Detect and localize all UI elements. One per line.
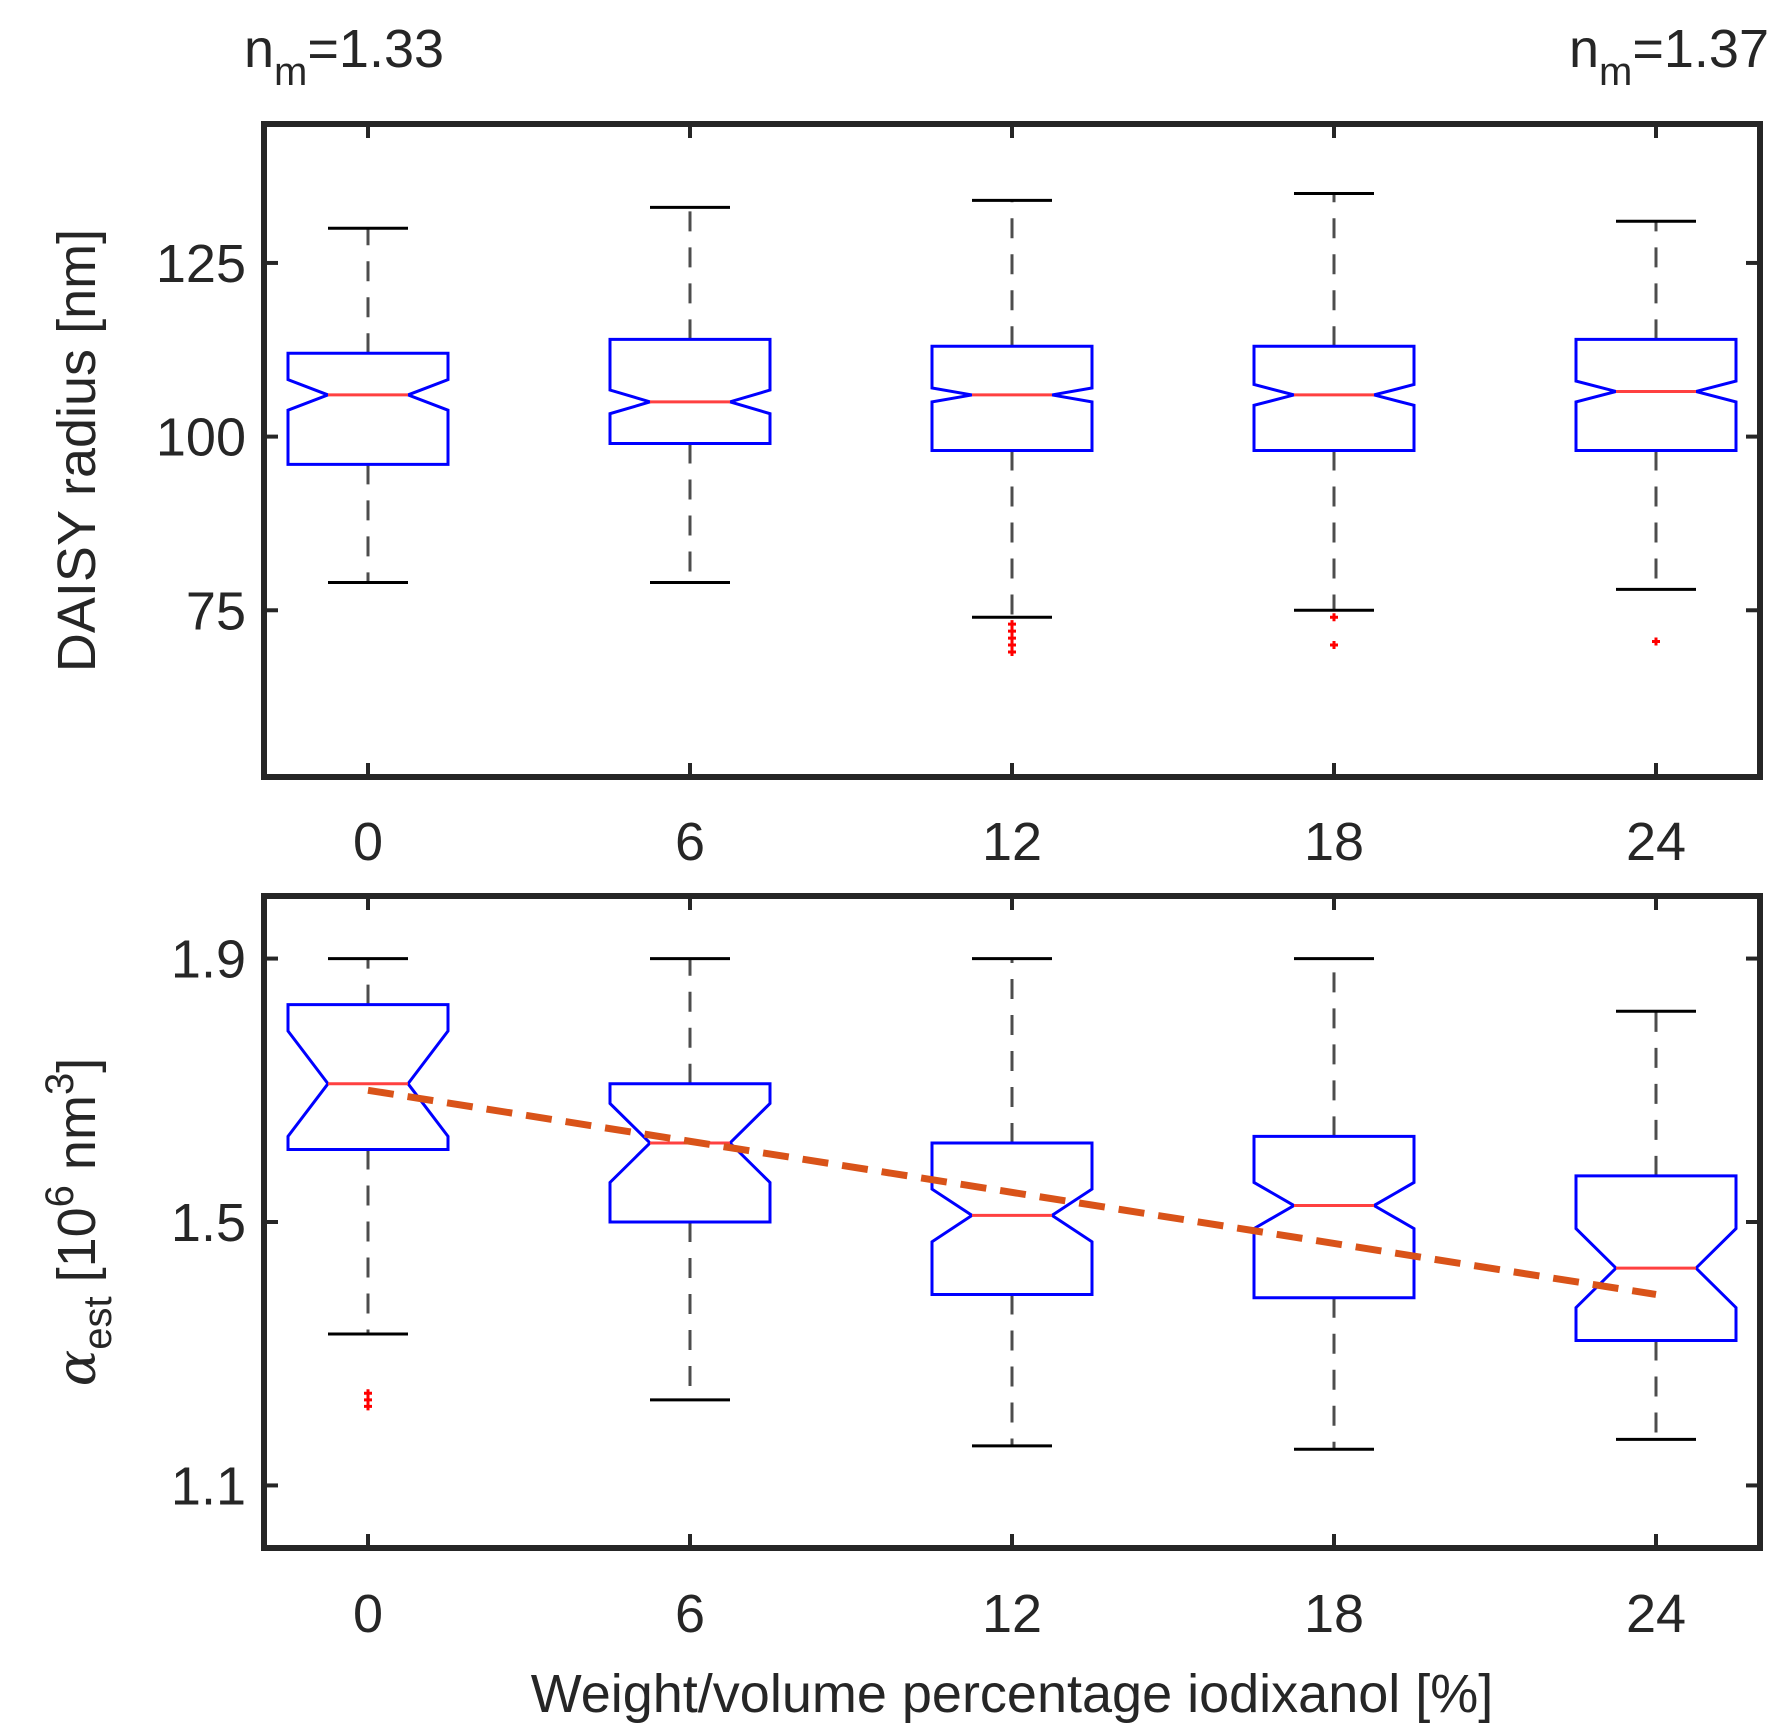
y-tick-label: 1.9 — [171, 930, 246, 990]
boxplot-6 — [608, 957, 772, 1402]
boxplot-18 — [1252, 957, 1416, 1451]
box — [930, 344, 1094, 452]
boxplot-0 — [286, 226, 450, 584]
x-tick-label: 0 — [353, 812, 383, 872]
radius-panel: 0 6 12 18 24 75 100 125 DAISY radius [nm] — [47, 121, 1763, 872]
outlier — [1008, 647, 1016, 656]
annotation-right-value: =1.37 — [1632, 19, 1769, 79]
annotation-left-base: n — [244, 19, 274, 79]
y-tick-label: 75 — [186, 581, 246, 641]
radius-boxplots — [286, 191, 1738, 656]
outlier — [364, 1402, 372, 1411]
box — [608, 337, 772, 446]
boxplot-24 — [1574, 1009, 1738, 1441]
outlier — [1008, 620, 1016, 629]
alpha-tick-labels: 0 6 12 18 24 1.1 1.5 1.9 — [171, 930, 1686, 1644]
box — [1574, 337, 1738, 452]
x-tick-label: 6 — [675, 1584, 705, 1644]
boxplot-12 — [930, 198, 1094, 656]
annotation-right-base: n — [1569, 19, 1599, 79]
x-tick-label: 12 — [982, 812, 1042, 872]
alpha-panel: 0 6 12 18 241.11.51.9 αest[106 nm3] Weight/v… — [38, 893, 1763, 1724]
boxplot-18 — [1252, 191, 1416, 650]
x-tick-label: 0 — [353, 1584, 383, 1644]
trend-line — [367, 1086, 1657, 1298]
boxplot-12 — [930, 957, 1094, 1448]
alpha-unit-pow1: 6 — [38, 1185, 82, 1207]
radius-y-axis-label: DAISY radius [nm] — [47, 229, 107, 672]
boxplot-0 — [286, 957, 450, 1411]
y-tick-label: 125 — [156, 234, 246, 294]
x-tick-label: 24 — [1626, 1584, 1686, 1644]
outlier — [1008, 641, 1016, 650]
x-tick-label: 18 — [1304, 1584, 1364, 1644]
x-tick-label: 18 — [1304, 812, 1364, 872]
box — [930, 1141, 1094, 1296]
outlier — [1652, 637, 1660, 646]
box — [286, 351, 450, 466]
alpha-unit-post: ] — [47, 1058, 107, 1073]
alpha-unit-pre: [10 — [47, 1207, 107, 1282]
box — [286, 1003, 450, 1152]
radius-plot-frame — [261, 121, 1763, 780]
radius-tick-labels: 0 6 12 18 24 75 100 125 — [156, 234, 1686, 872]
box — [1252, 344, 1416, 452]
alpha-plot-frame — [261, 893, 1763, 1551]
annotation-right-sub: m — [1599, 50, 1632, 94]
box — [1574, 1174, 1738, 1343]
x-tick-label: 24 — [1626, 812, 1686, 872]
annotation-left-value: =1.33 — [307, 19, 444, 79]
x-axis-label: Weight/volume percentage iodixanol [%] — [531, 1664, 1494, 1724]
boxplot-6 — [608, 205, 772, 584]
alpha-symbol-sub: est — [76, 1296, 120, 1349]
annotation-right: nm=1.37 — [1569, 19, 1769, 94]
alpha-boxplots — [286, 957, 1738, 1451]
x-tick-label: 6 — [675, 812, 705, 872]
alpha-y-axis-label: αest [106 nm3] — [38, 1058, 120, 1386]
y-tick-label: 100 — [156, 408, 246, 468]
box — [1252, 1134, 1416, 1300]
annotation-left: nm=1.33 — [244, 19, 444, 94]
outlier — [1330, 641, 1338, 650]
y-tick-label: 1.1 — [171, 1456, 246, 1516]
y-tick-label: 1.5 — [171, 1193, 246, 1253]
outlier — [1008, 634, 1016, 643]
alpha-unit-pow2: 3 — [38, 1073, 82, 1095]
alpha-symbol: α — [45, 1350, 108, 1386]
box — [608, 1082, 772, 1224]
alpha-unit-mid: nm — [47, 1095, 107, 1185]
annotation-left-sub: m — [274, 50, 307, 94]
outlier — [1008, 627, 1016, 636]
x-tick-label: 12 — [982, 1584, 1042, 1644]
boxplot-24 — [1574, 219, 1738, 646]
outlier — [1330, 613, 1338, 622]
